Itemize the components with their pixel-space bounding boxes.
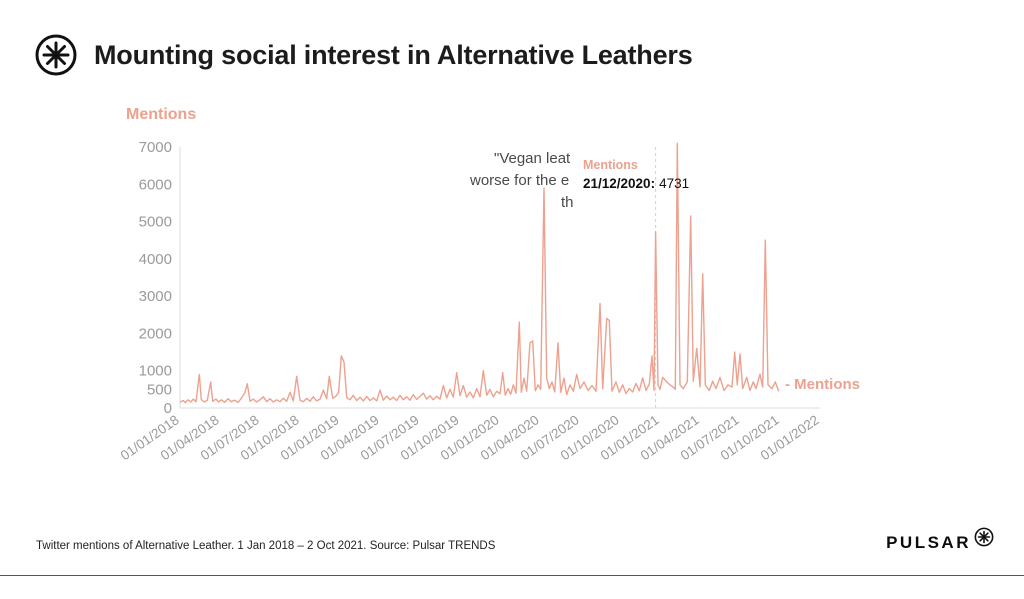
- bottom-divider: [0, 575, 1024, 576]
- tooltip-series-label: Mentions: [583, 158, 638, 172]
- pulsar-logo-icon: [35, 34, 77, 76]
- y-tick-label: 3000: [139, 288, 172, 305]
- tooltip-value: 4731: [659, 176, 690, 191]
- header: Mounting social interest in Alternative …: [34, 33, 693, 77]
- mentions-series-line: [179, 142, 780, 404]
- y-tick-label: 5000: [139, 214, 172, 231]
- page-title: Mounting social interest in Alternative …: [94, 39, 693, 70]
- brand-wordmark: PULSAR: [886, 533, 971, 552]
- legend-mentions[interactable]: - Mentions: [785, 376, 860, 393]
- y-tick-label: 500: [147, 381, 172, 398]
- pulsar-brand: PULSAR: [886, 527, 994, 554]
- chart-annotation-line-2: worse for the e: [470, 172, 570, 189]
- chart-tooltip: Mentions 21/12/2020: 4731: [583, 158, 689, 191]
- tooltip-value-row: 21/12/2020: 4731: [583, 176, 689, 191]
- y-tick-label: 1000: [139, 363, 172, 380]
- y-tick-label: 4000: [139, 251, 172, 268]
- chart-annotation-line-1: "Vegan leat: [494, 150, 571, 167]
- chart-caption: Twitter mentions of Alternative Leather.…: [36, 540, 496, 552]
- y-axis-label: Mentions: [126, 106, 197, 123]
- y-tick-label: 2000: [139, 325, 172, 342]
- y-tick-label: 0: [164, 400, 172, 417]
- y-tick-label: 6000: [139, 176, 172, 193]
- tooltip-date: 21/12/2020:: [583, 176, 656, 191]
- y-tick-label: 7000: [139, 139, 172, 156]
- pulsar-brand-icon: [974, 527, 994, 547]
- chart-annotation-line-3: th: [561, 194, 574, 211]
